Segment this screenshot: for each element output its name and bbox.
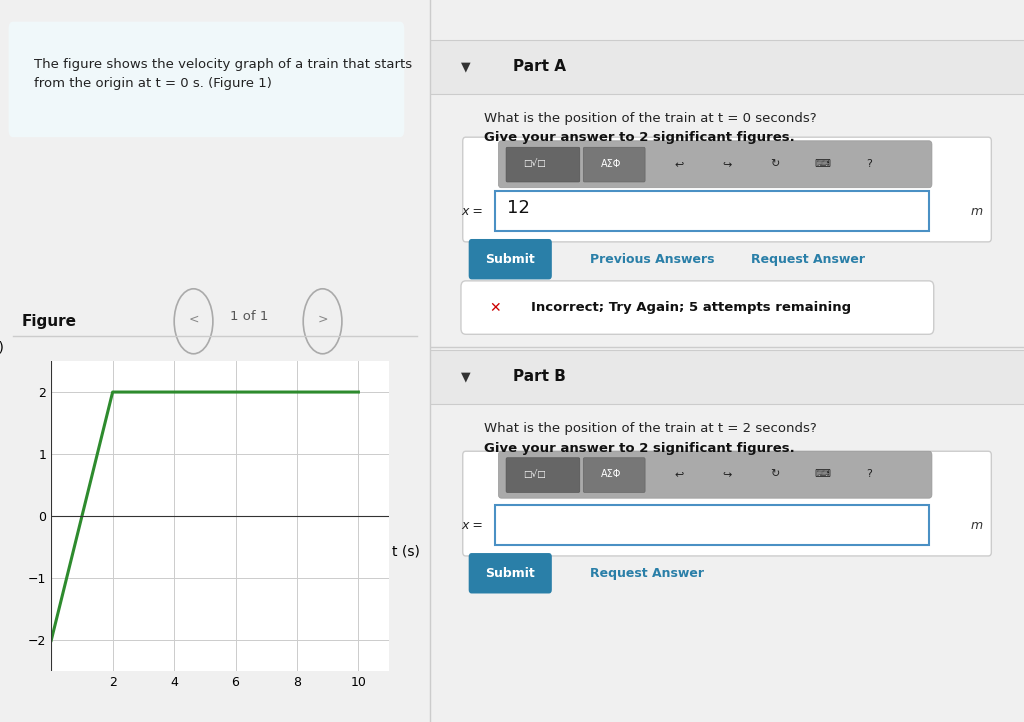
Text: m: m <box>971 518 983 532</box>
Text: Give your answer to 2 significant figures.: Give your answer to 2 significant figure… <box>483 131 795 144</box>
Text: ↩: ↩ <box>675 469 684 479</box>
Text: ↩: ↩ <box>675 159 684 169</box>
FancyBboxPatch shape <box>584 458 645 492</box>
Text: Part B: Part B <box>513 370 566 384</box>
FancyBboxPatch shape <box>461 281 934 334</box>
Text: Figure: Figure <box>22 314 77 329</box>
Text: Previous Answers: Previous Answers <box>591 253 715 266</box>
FancyBboxPatch shape <box>506 458 580 492</box>
Text: >: > <box>317 313 328 326</box>
FancyBboxPatch shape <box>430 350 1024 404</box>
Text: The figure shows the velocity graph of a train that starts
from the origin at t : The figure shows the velocity graph of a… <box>35 58 413 90</box>
Text: Submit: Submit <box>485 567 536 580</box>
Text: □√□: □√□ <box>522 470 546 479</box>
Text: ▼: ▼ <box>461 370 470 383</box>
Text: ▼: ▼ <box>461 60 470 73</box>
Text: ↻: ↻ <box>770 159 779 169</box>
FancyBboxPatch shape <box>496 505 929 545</box>
Text: ΑΣΦ: ΑΣΦ <box>601 159 622 169</box>
Text: Incorrect; Try Again; 5 attempts remaining: Incorrect; Try Again; 5 attempts remaini… <box>531 301 851 314</box>
Text: Part A: Part A <box>513 59 566 74</box>
FancyBboxPatch shape <box>469 239 552 279</box>
Text: ↪: ↪ <box>722 469 732 479</box>
Text: □√□: □√□ <box>522 160 546 168</box>
Text: m: m <box>971 204 983 218</box>
FancyBboxPatch shape <box>463 137 991 242</box>
X-axis label: t (s): t (s) <box>392 544 420 558</box>
Text: Request Answer: Request Answer <box>591 567 705 580</box>
Text: Request Answer: Request Answer <box>751 253 865 266</box>
Text: ⌨: ⌨ <box>814 469 830 479</box>
Text: ΑΣΦ: ΑΣΦ <box>601 469 622 479</box>
Text: ↪: ↪ <box>722 159 732 169</box>
Text: What is the position of the train at t = 2 seconds?: What is the position of the train at t =… <box>483 422 816 435</box>
Text: ?: ? <box>866 469 872 479</box>
Text: <: < <box>188 313 199 326</box>
FancyBboxPatch shape <box>430 40 1024 94</box>
Text: ↻: ↻ <box>770 469 779 479</box>
Text: x =: x = <box>462 518 483 532</box>
FancyBboxPatch shape <box>463 451 991 556</box>
FancyBboxPatch shape <box>499 141 932 188</box>
Text: 12: 12 <box>507 199 530 217</box>
Text: ?: ? <box>866 159 872 169</box>
FancyBboxPatch shape <box>584 147 645 182</box>
Text: 1 of 1: 1 of 1 <box>230 310 268 323</box>
FancyBboxPatch shape <box>506 147 580 182</box>
FancyBboxPatch shape <box>496 191 929 231</box>
Text: ✕: ✕ <box>489 300 501 315</box>
Text: x =: x = <box>462 204 483 218</box>
Text: Give your answer to 2 significant figures.: Give your answer to 2 significant figure… <box>483 442 795 455</box>
Text: ⌨: ⌨ <box>814 159 830 169</box>
FancyBboxPatch shape <box>469 553 552 593</box>
Y-axis label: vₓ (m/s): vₓ (m/s) <box>0 341 4 355</box>
FancyBboxPatch shape <box>8 22 404 137</box>
FancyBboxPatch shape <box>499 451 932 498</box>
Text: What is the position of the train at t = 0 seconds?: What is the position of the train at t =… <box>483 112 816 125</box>
Text: Submit: Submit <box>485 253 536 266</box>
